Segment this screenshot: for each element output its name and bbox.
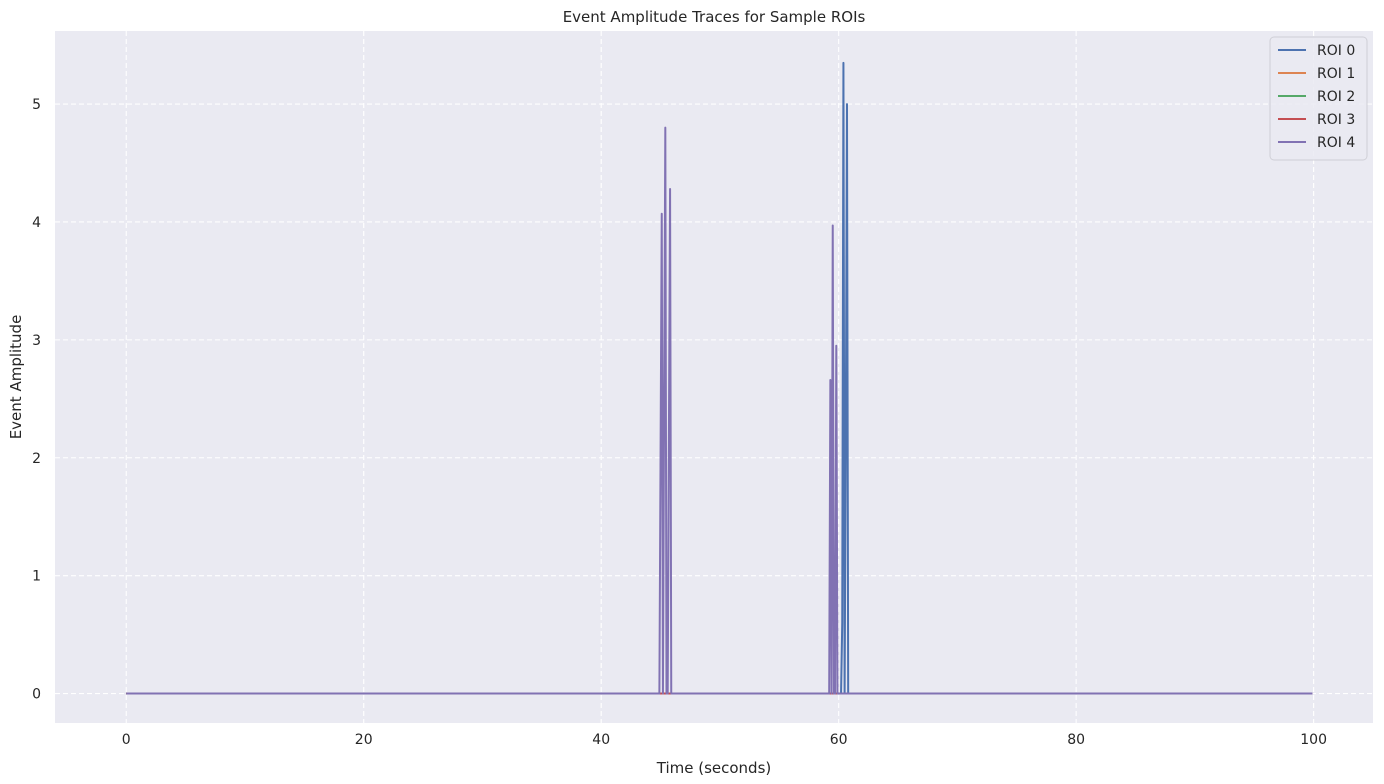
chart-title: Event Amplitude Traces for Sample ROIs [563,8,866,26]
x-tick-label: 60 [830,732,848,748]
plot-area-background [55,31,1373,723]
y-tick-label: 2 [32,451,41,467]
series-lines [126,61,1313,695]
legend-label-roi-1: ROI 1 [1317,66,1355,82]
legend-label-roi-0: ROI 0 [1317,43,1355,59]
x-tick-label: 20 [355,732,373,748]
y-axis-label: Event Amplitude [7,315,25,440]
x-tick-label: 0 [122,732,131,748]
legend-box [1269,36,1368,161]
x-tick-label: 40 [592,732,610,748]
y-tick-label: 5 [32,97,41,113]
series-line-roi-4 [126,126,1313,695]
legend-label-roi-4: ROI 4 [1317,135,1355,151]
x-axis-label: Time (seconds) [656,759,772,777]
y-tick-label: 3 [32,333,41,349]
y-tick-label: 0 [32,687,41,703]
x-tick-label: 100 [1300,732,1327,748]
legend-label-roi-3: ROI 3 [1317,112,1355,128]
y-tick-label: 1 [32,569,41,585]
y-tick-label: 4 [32,215,41,231]
legend: ROI 0 ROI 1 ROI 2 ROI 3 ROI 4 [1269,36,1368,161]
tick-labels: 0 20 40 60 80 100 0 1 2 3 4 5 [32,97,1327,748]
x-tick-label: 80 [1067,732,1085,748]
legend-label-roi-2: ROI 2 [1317,89,1355,105]
